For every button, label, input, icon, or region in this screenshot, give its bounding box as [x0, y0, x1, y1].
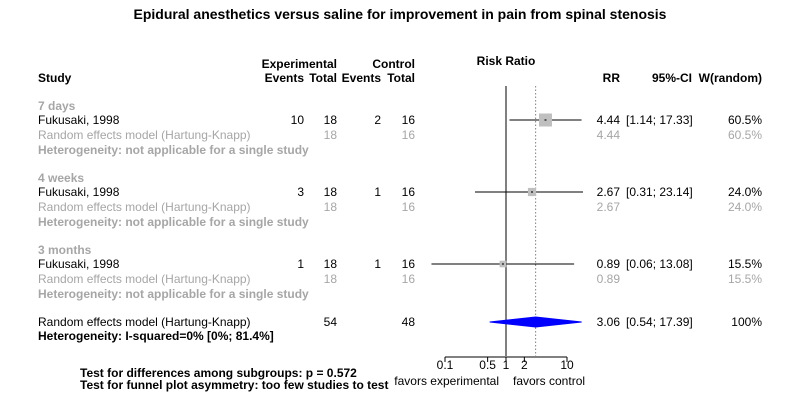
study-point — [544, 119, 547, 121]
header-exp-total: Total — [309, 71, 337, 85]
pooled-exp-total: 18 — [324, 200, 338, 214]
x-tick-label: 2 — [521, 358, 528, 372]
overall-name: Random effects model (Hartung-Knapp) — [38, 315, 251, 329]
x-tick-label: 0.5 — [479, 358, 496, 372]
header-control: Control — [372, 57, 415, 71]
ctrl-events: 2 — [374, 113, 381, 127]
subgroup-label: 4 weeks — [38, 171, 84, 185]
ctrl-total: 16 — [402, 185, 416, 199]
pooled-weight: 15.5% — [728, 272, 762, 286]
header-ctrl-total: Total — [387, 71, 415, 85]
pooled-exp-total: 18 — [324, 272, 338, 286]
header-ci: 95%-CI — [652, 71, 692, 85]
pooled-rr: 0.89 — [597, 272, 621, 286]
test-funnel-asymmetry: Test for funnel plot asymmetry: too few … — [80, 378, 388, 392]
header-ctrl-events: Events — [342, 71, 382, 85]
x-tick-label: 0.1 — [437, 358, 454, 372]
heterogeneity-text: Heterogeneity: not applicable for a sing… — [38, 287, 309, 301]
header-rr: RR — [603, 71, 621, 85]
x-axis: 0.1 0.5 1 2 10 favors experimental favors cont… — [394, 356, 585, 388]
favors-left-label: favors experimental — [394, 374, 499, 388]
overall-ci: [0.54; 17.39] — [626, 315, 693, 329]
header-experimental: Experimental — [262, 57, 337, 71]
pooled-ctrl-total: 16 — [402, 200, 416, 214]
weight-value: 15.5% — [728, 257, 762, 271]
ctrl-events: 1 — [374, 185, 381, 199]
overall-exp-total: 54 — [324, 315, 338, 329]
exp-events: 10 — [291, 113, 305, 127]
study-point — [531, 191, 534, 193]
overall-diamond — [489, 316, 582, 328]
header-study: Study — [38, 71, 72, 85]
ctrl-events: 1 — [374, 257, 381, 271]
study-name: Fukusaki, 1998 — [38, 113, 120, 127]
pooled-name: Random effects model (Hartung-Knapp) — [38, 272, 251, 286]
study-name: Fukusaki, 1998 — [38, 257, 120, 271]
chart-title: Epidural anesthetics versus saline for i… — [134, 6, 667, 22]
rr-value: 2.67 — [597, 185, 621, 199]
overall-ctrl-total: 48 — [402, 315, 416, 329]
ci-value: [1.14; 17.33] — [626, 113, 693, 127]
exp-total: 18 — [324, 113, 338, 127]
weight-value: 24.0% — [728, 185, 762, 199]
x-tick-label: 10 — [560, 358, 574, 372]
pooled-name: Random effects model (Hartung-Knapp) — [38, 128, 251, 142]
ci-value: [0.31; 23.14] — [626, 185, 693, 199]
ctrl-total: 16 — [402, 113, 416, 127]
header-weight: W(random) — [699, 71, 762, 85]
ci-value: [0.06; 13.08] — [626, 257, 693, 271]
weight-value: 60.5% — [728, 113, 762, 127]
test-subgroup-differences: Test for differences among subgroups: p … — [80, 366, 357, 380]
ctrl-total: 16 — [402, 257, 416, 271]
heterogeneity-text: Heterogeneity: not applicable for a sing… — [38, 215, 309, 229]
exp-total: 18 — [324, 185, 338, 199]
pooled-weight: 24.0% — [728, 200, 762, 214]
pooled-name: Random effects model (Hartung-Knapp) — [38, 200, 251, 214]
pooled-exp-total: 18 — [324, 128, 338, 142]
rr-value: 4.44 — [597, 113, 621, 127]
exp-total: 18 — [324, 257, 338, 271]
x-tick-label: 1 — [503, 358, 510, 372]
subgroup-label: 3 months — [38, 243, 92, 257]
plot-area — [431, 86, 583, 356]
header-risk-ratio: Risk Ratio — [477, 54, 536, 68]
heterogeneity-text: Heterogeneity: not applicable for a sing… — [38, 143, 309, 157]
pooled-rr: 4.44 — [597, 128, 621, 142]
overall-weight: 100% — [731, 315, 762, 329]
favors-right-label: favors control — [513, 374, 585, 388]
exp-events: 1 — [297, 257, 304, 271]
study-point — [501, 263, 504, 265]
exp-events: 3 — [297, 185, 304, 199]
header-exp-events: Events — [265, 71, 305, 85]
pooled-ctrl-total: 16 — [402, 272, 416, 286]
pooled-ctrl-total: 16 — [402, 128, 416, 142]
study-name: Fukusaki, 1998 — [38, 185, 120, 199]
rr-value: 0.89 — [597, 257, 621, 271]
overall-rr: 3.06 — [597, 315, 621, 329]
pooled-weight: 60.5% — [728, 128, 762, 142]
subgroup-label: 7 days — [38, 99, 76, 113]
pooled-rr: 2.67 — [597, 200, 621, 214]
overall-heterogeneity: Heterogeneity: I-squared=0% [0%; 81.4%] — [38, 329, 274, 343]
